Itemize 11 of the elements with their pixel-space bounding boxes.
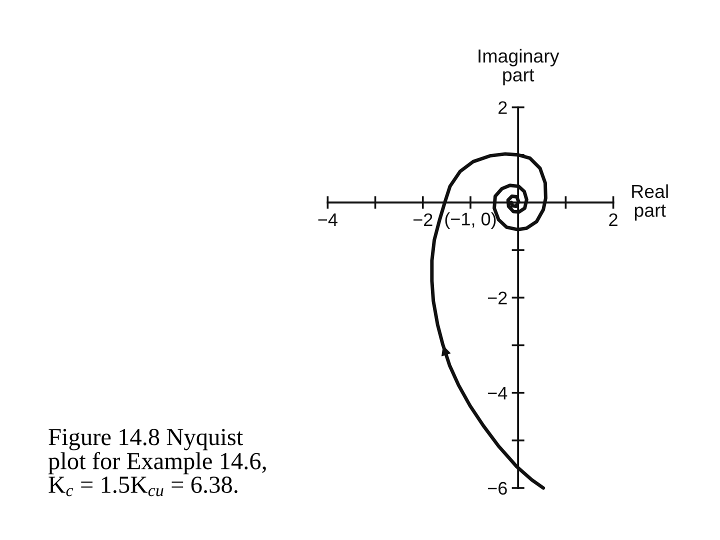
x-axis-title: Real part xyxy=(632,184,668,221)
x-tick-label: −2 xyxy=(413,213,432,226)
x-tick-label: −4 xyxy=(318,214,338,226)
y-tick-label: −6 xyxy=(488,482,507,495)
annotation: (−1, 0) xyxy=(445,212,496,230)
y-tick-label: 2 xyxy=(498,101,507,114)
y-tick-label: −2 xyxy=(488,292,507,304)
y-axis-title: Imaginary part xyxy=(478,48,560,86)
caption: Figure 14.8 Nyquist plot for Example 14.6, K$_{c}$ = 1.5K$_{cu}$ = 6.38. xyxy=(48,428,266,496)
x-tick-label: 2 xyxy=(609,213,618,226)
y-tick-label: −4 xyxy=(488,386,508,400)
